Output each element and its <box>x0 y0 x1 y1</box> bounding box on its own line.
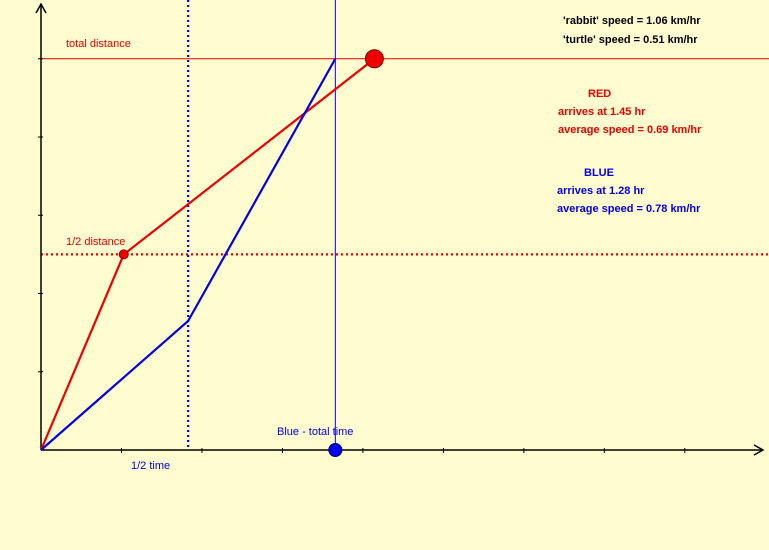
turtle-speed-text: 'turtle' speed = 0.51 km/hr <box>563 34 698 46</box>
total-distance-label: total distance <box>66 38 131 50</box>
half-distance-label: 1/2 distance <box>66 236 126 248</box>
red-midpoint-marker <box>118 249 129 260</box>
blue-title: BLUE <box>584 167 614 179</box>
blue-average-speed-text: average speed = 0.78 km/hr <box>557 203 701 215</box>
x-axis-arrow <box>753 444 765 456</box>
blue-end-marker <box>328 443 343 457</box>
red-title: RED <box>588 88 612 100</box>
rabbit-speed-text: 'rabbit' speed = 1.06 km/hr <box>563 15 701 27</box>
blue-total-time-label: Blue - total time <box>277 426 354 438</box>
red-arrives-text: arrives at 1.45 hr <box>558 106 646 118</box>
red-end-marker <box>364 49 384 69</box>
red-average-speed-text: average speed = 0.69 km/hr <box>558 124 702 136</box>
y-axis-arrow <box>35 2 47 14</box>
blue-series-line <box>40 58 337 451</box>
half-time-label: 1/2 time <box>131 460 171 472</box>
blue-arrives-text: arrives at 1.28 hr <box>557 185 645 197</box>
